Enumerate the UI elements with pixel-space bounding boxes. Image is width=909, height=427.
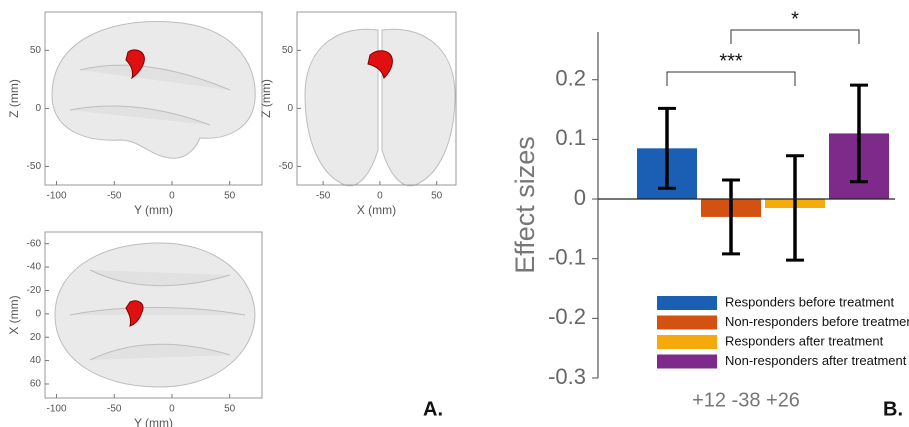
x-tick-label: -100	[47, 191, 67, 202]
y-tick-label: 50	[282, 45, 294, 56]
y-tick-label: 50	[30, 45, 42, 56]
plot-frame	[44, 231, 263, 399]
x-tick-label: 0	[169, 404, 175, 415]
y-tick-label: 60	[30, 379, 42, 390]
y-tick-label: -60	[27, 238, 42, 249]
x-axis-label: X (mm)	[357, 203, 396, 217]
y-axis-label: Z (mm)	[259, 79, 273, 118]
x-axis-label: +12 -38 +26	[692, 389, 800, 411]
legend-swatch	[657, 296, 717, 310]
y-tick-label: 0.1	[555, 125, 586, 150]
y-tick-label: 40	[30, 355, 42, 366]
plot-frame	[44, 11, 263, 186]
brain-coronal	[304, 28, 456, 187]
y-tick-label: 0	[574, 185, 586, 210]
x-axis-label: Y (mm)	[134, 416, 173, 427]
panel-label: A.	[423, 398, 443, 420]
plot-frame	[296, 11, 457, 186]
y-tick-label: -50	[279, 161, 294, 172]
significance-label: *	[791, 8, 799, 30]
y-tick-label: 0	[287, 103, 293, 114]
legend-label: Responders before treatment	[725, 294, 894, 309]
x-tick-label: 0	[169, 191, 175, 202]
x-tick-label: -100	[47, 404, 67, 415]
y-axis-label: Effect sizes	[510, 136, 540, 274]
y-tick-label: 0	[35, 308, 41, 319]
significance-bracket	[730, 29, 860, 44]
y-axis-label: Z (mm)	[7, 79, 21, 118]
legend-swatch	[657, 354, 717, 369]
x-tick-label: 50	[431, 191, 443, 202]
y-tick-label: -20	[27, 285, 42, 296]
legend-swatch	[657, 315, 717, 330]
x-tick-label: 50	[224, 191, 236, 202]
y-tick-label: 20	[30, 332, 42, 343]
legend-swatch	[657, 335, 717, 349]
legend-label: Responders after treatment	[725, 333, 884, 348]
significance-label: ***	[719, 50, 743, 72]
legend-label: Non-responders after treatment	[725, 353, 907, 368]
y-tick-label: 0	[35, 103, 41, 114]
y-tick-label: -0.1	[548, 245, 586, 270]
x-tick-label: -50	[316, 191, 331, 202]
brain-axial	[54, 242, 256, 388]
y-axis-label: X (mm)	[7, 295, 21, 334]
legend-label: Non-responders before treatment	[725, 314, 909, 329]
y-tick-label: -0.3	[548, 364, 586, 389]
y-tick-label: -0.2	[548, 304, 586, 329]
brain-sagittal	[51, 21, 256, 159]
y-tick-label: -40	[27, 262, 42, 273]
x-tick-label: 0	[377, 191, 383, 202]
y-tick-label: -50	[27, 161, 42, 172]
significance-bracket	[666, 71, 796, 86]
y-tick-label: 0.2	[555, 66, 586, 91]
x-axis-label: Y (mm)	[134, 203, 173, 217]
x-tick-label: -50	[107, 404, 122, 415]
x-tick-label: 50	[224, 404, 236, 415]
panel-label: B.	[883, 398, 903, 420]
x-tick-label: -50	[107, 191, 122, 202]
